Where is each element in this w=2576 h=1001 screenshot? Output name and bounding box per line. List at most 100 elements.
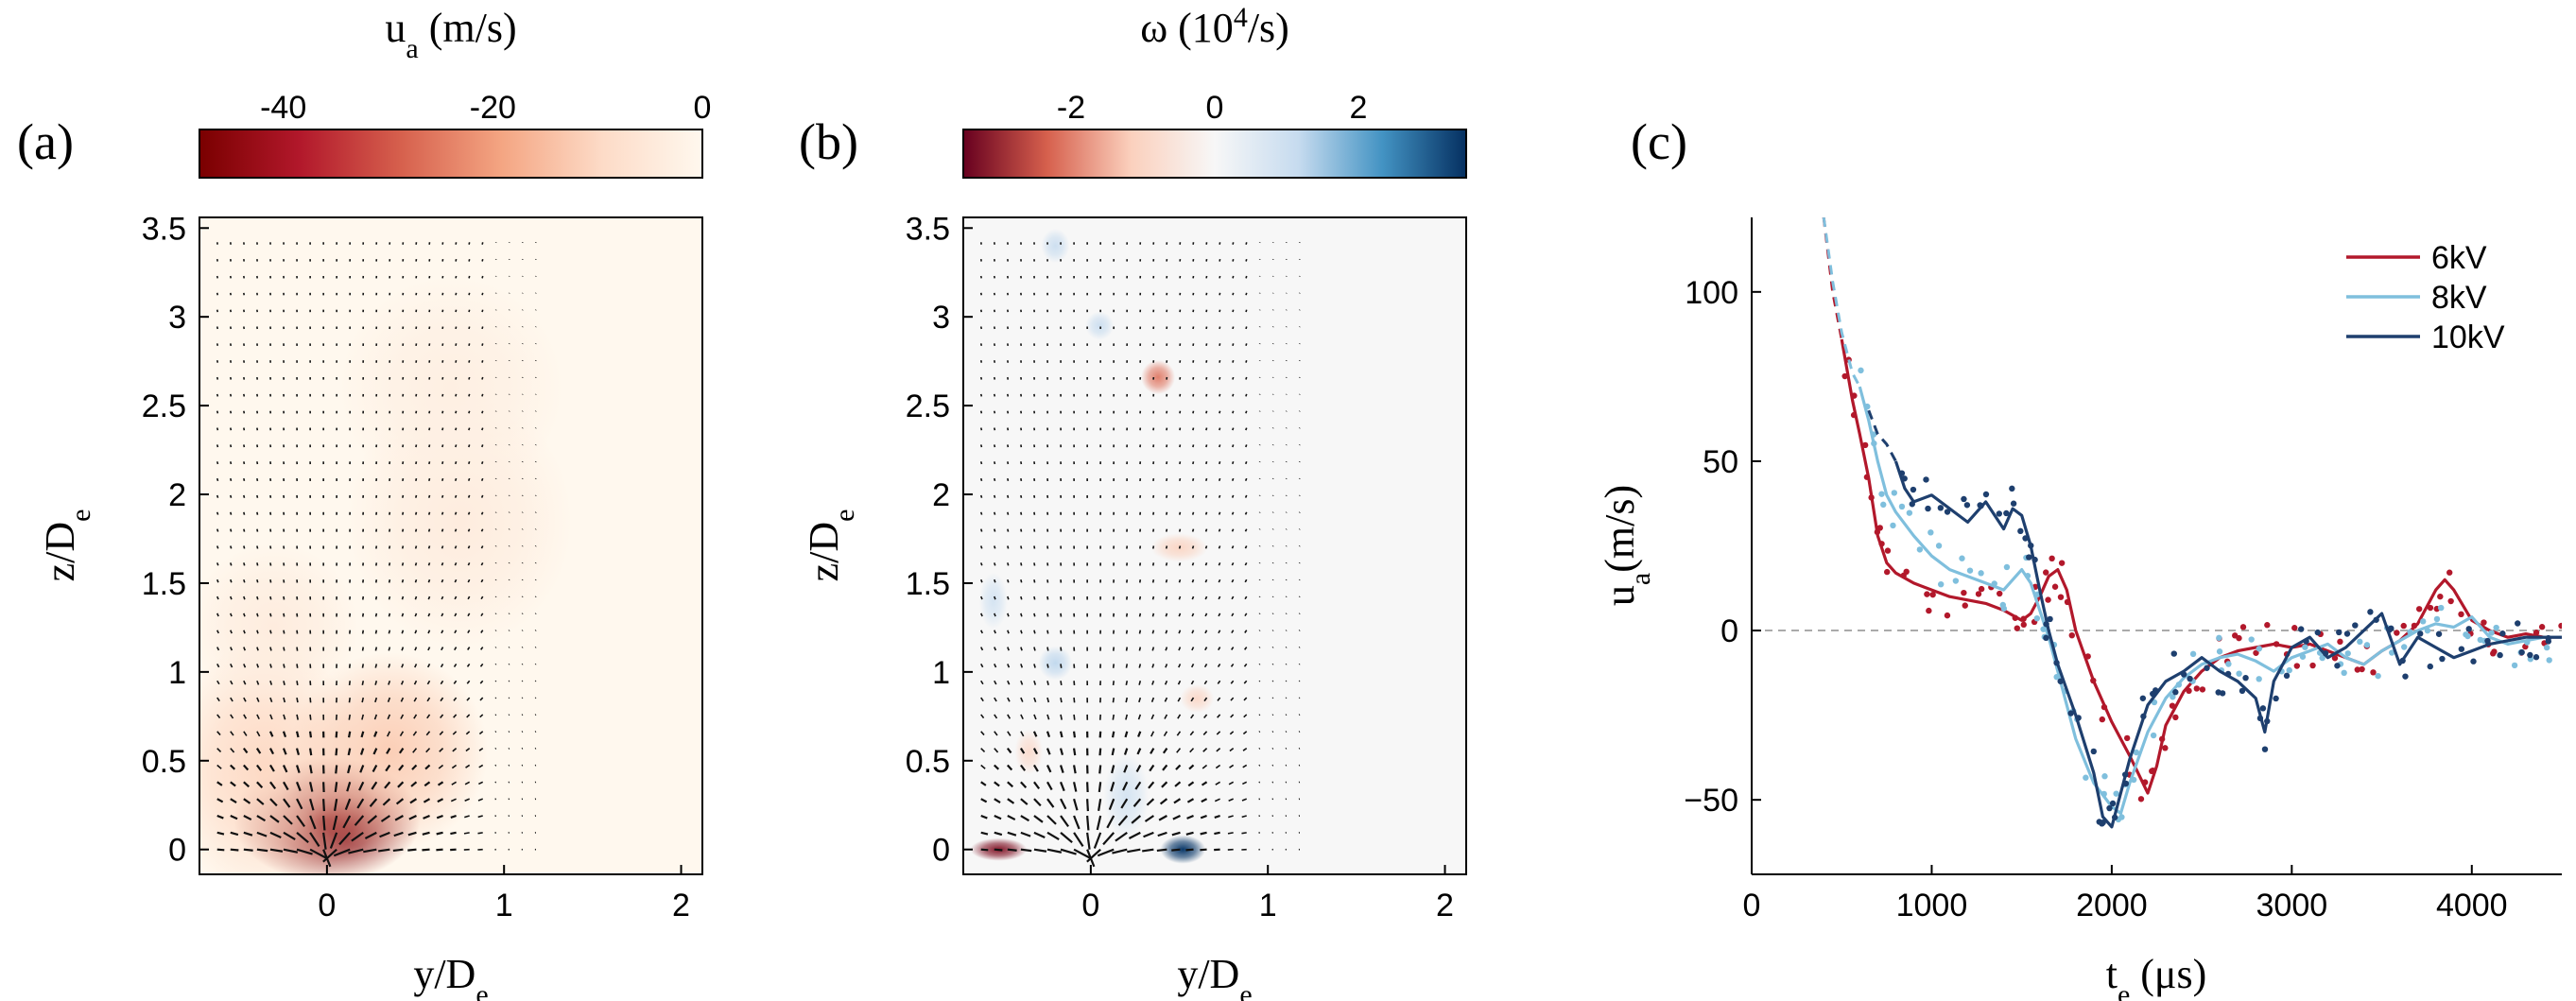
vector: [296, 630, 299, 634]
scatter-point: [2424, 627, 2431, 634]
vector: [450, 814, 457, 819]
vector: [454, 630, 458, 634]
vector: [425, 748, 431, 753]
vector: [243, 781, 251, 788]
vector: [243, 647, 246, 651]
vector: [467, 561, 471, 566]
scatter-point: [2099, 716, 2106, 723]
vector: [1138, 613, 1142, 617]
vector: [465, 764, 471, 768]
vector: [216, 477, 219, 482]
scatter-point: [1997, 590, 2003, 597]
vector: [309, 848, 327, 859]
scatter-point: [1929, 591, 1936, 598]
vector: [1020, 714, 1024, 720]
vector: [329, 832, 338, 849]
y-tick-label: 1.5: [142, 566, 186, 602]
vector: [980, 630, 983, 634]
vector: [1007, 781, 1014, 788]
vector: [269, 595, 272, 600]
scatter-point: [2199, 686, 2206, 693]
vector: [980, 764, 986, 769]
vector: [1202, 748, 1208, 752]
vector: [427, 595, 431, 600]
vector: [401, 647, 405, 651]
y-tick-label: 0.5: [906, 744, 950, 780]
vector: [1285, 680, 1288, 682]
vector: [980, 814, 988, 820]
vector: [467, 511, 471, 515]
vector: [283, 681, 285, 685]
vector: [342, 815, 352, 829]
vector: [494, 697, 497, 699]
vector: [1110, 782, 1115, 792]
vector: [508, 731, 510, 733]
vector: [1204, 511, 1208, 515]
vector: [414, 630, 418, 634]
vector: [256, 815, 267, 822]
vector: [374, 595, 378, 600]
vector: [1046, 731, 1051, 738]
vector: [1204, 494, 1208, 498]
vector: [1033, 579, 1036, 583]
vector: [388, 579, 391, 583]
scatter-point: [2242, 674, 2249, 682]
vector: [1178, 562, 1182, 566]
axes-b-ticks: 0 1 2 0 0.5 1 1.5 2 2.5 3 3.5: [906, 211, 1454, 923]
vector: [1020, 848, 1032, 853]
vector: [1149, 764, 1155, 772]
vector: [1219, 360, 1221, 363]
vector: [400, 697, 405, 702]
vector: [216, 461, 219, 465]
vector: [467, 528, 471, 532]
vector: [1204, 630, 1208, 634]
vector: [1285, 714, 1288, 716]
vector: [1151, 647, 1155, 651]
vector: [480, 545, 484, 549]
vector: [386, 748, 391, 754]
vector: [243, 613, 246, 617]
scatter-point: [2488, 630, 2495, 636]
scatter-point: [2189, 650, 2197, 658]
vector: [481, 326, 484, 330]
vector: [1191, 562, 1195, 566]
vector: [1231, 561, 1235, 566]
vector: [1245, 376, 1248, 380]
scatter-point: [2341, 669, 2347, 677]
vector: [1244, 595, 1248, 600]
vector: [1173, 798, 1182, 804]
scatter-point: [2118, 814, 2125, 820]
vector: [441, 511, 444, 515]
vector: [269, 545, 272, 549]
scatter-point: [2193, 685, 2200, 692]
scatter-point: [2538, 624, 2546, 630]
vector: [400, 714, 405, 719]
x-tick-label: 1: [495, 888, 513, 923]
scatter-point: [2375, 672, 2381, 680]
vector: [1007, 647, 1010, 651]
scatter-point: [2511, 662, 2518, 669]
vector: [1190, 697, 1195, 702]
vector: [1178, 613, 1182, 617]
vector: [441, 578, 444, 583]
vector: [1191, 647, 1195, 651]
x-tick-label: 2000: [2076, 888, 2148, 923]
vector: [1165, 664, 1168, 668]
vector: [256, 647, 259, 651]
vector: [387, 731, 391, 737]
vector: [1229, 764, 1235, 768]
vector: [372, 764, 378, 772]
vector: [1046, 579, 1049, 583]
vector: [1046, 613, 1049, 617]
vector: [1096, 815, 1102, 831]
vector: [1231, 578, 1235, 583]
vector: [296, 681, 299, 686]
vector: [1177, 714, 1182, 719]
vector: [1219, 410, 1221, 414]
vector: [1007, 494, 1010, 498]
vector: [269, 528, 272, 532]
vector: [388, 595, 391, 600]
vector: [1190, 680, 1195, 685]
vector: [230, 578, 233, 583]
vector: [441, 528, 444, 532]
